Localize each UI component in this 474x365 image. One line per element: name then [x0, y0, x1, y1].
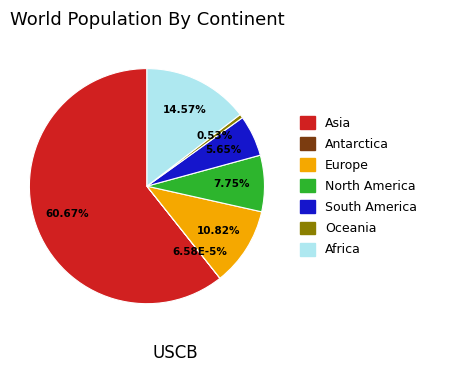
Text: 6.58E-5%: 6.58E-5%	[172, 247, 227, 257]
Text: 7.75%: 7.75%	[213, 179, 250, 189]
Wedge shape	[147, 186, 220, 278]
Wedge shape	[147, 115, 243, 186]
Text: 10.82%: 10.82%	[197, 226, 240, 236]
Text: 0.53%: 0.53%	[197, 131, 233, 141]
Legend: Asia, Antarctica, Europe, North America, South America, Oceania, Africa: Asia, Antarctica, Europe, North America,…	[300, 116, 417, 256]
Text: 5.65%: 5.65%	[205, 145, 241, 155]
Wedge shape	[147, 155, 264, 212]
Title: World Population By Continent: World Population By Continent	[9, 11, 284, 29]
Text: 14.57%: 14.57%	[163, 105, 206, 115]
Wedge shape	[147, 186, 262, 278]
Wedge shape	[147, 118, 260, 186]
Text: 60.67%: 60.67%	[45, 209, 89, 219]
Text: USCB: USCB	[153, 344, 198, 362]
Wedge shape	[147, 69, 240, 186]
Wedge shape	[29, 69, 220, 304]
